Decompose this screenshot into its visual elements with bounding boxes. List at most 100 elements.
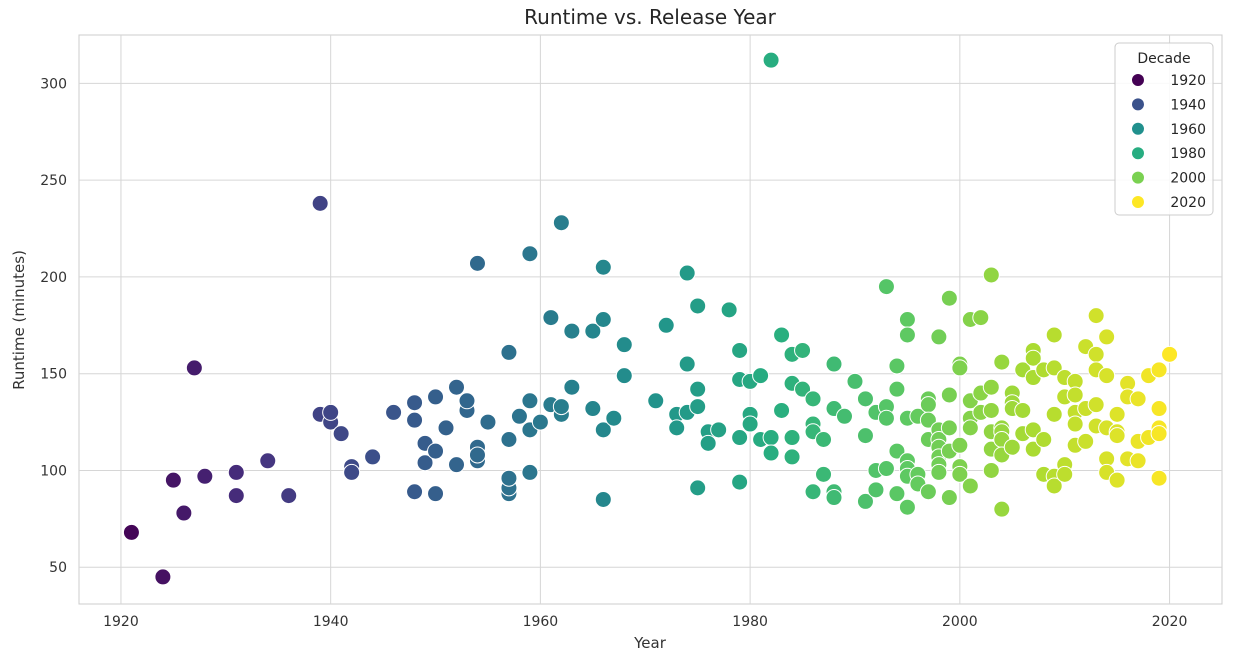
data-point <box>993 500 1011 518</box>
legend: Decade 1920 1940 1960 1980 2000 2020 <box>1114 42 1214 216</box>
data-point <box>982 266 1000 284</box>
data-point <box>898 498 916 516</box>
data-point <box>877 460 895 478</box>
data-point <box>940 419 958 437</box>
legend-title: Decade <box>1137 51 1190 67</box>
data-point <box>542 309 560 327</box>
data-point <box>437 419 455 437</box>
data-point <box>961 419 979 437</box>
data-point <box>720 301 738 319</box>
data-point <box>427 388 445 406</box>
legend-label: 1940 <box>1170 97 1206 113</box>
data-point <box>521 245 539 263</box>
data-point <box>322 403 340 421</box>
x-tick-label: 2000 <box>942 614 978 630</box>
data-point <box>615 367 633 385</box>
data-point <box>385 403 403 421</box>
data-point <box>951 436 969 454</box>
data-point <box>867 481 885 499</box>
data-point <box>479 413 497 431</box>
data-points <box>122 51 1179 586</box>
data-point <box>343 463 361 481</box>
data-point <box>689 398 707 416</box>
data-point <box>898 311 916 328</box>
data-point <box>1098 328 1116 346</box>
data-point <box>406 483 424 501</box>
data-point <box>563 322 581 340</box>
data-point <box>594 258 612 276</box>
data-point <box>930 463 948 481</box>
data-point <box>825 355 843 373</box>
legend-marker <box>1131 195 1145 209</box>
data-point <box>615 336 633 354</box>
data-point <box>762 444 780 462</box>
data-point <box>227 463 245 481</box>
x-axis-label: Year <box>633 634 667 652</box>
data-point <box>196 467 214 485</box>
data-point <box>689 479 707 497</box>
data-point <box>227 487 245 505</box>
data-point <box>406 411 424 429</box>
data-point <box>1108 471 1126 489</box>
data-point <box>773 326 791 344</box>
data-point <box>731 341 749 359</box>
data-point <box>1087 307 1105 325</box>
data-point <box>741 415 759 433</box>
legend-label: 2020 <box>1170 195 1206 211</box>
data-point <box>552 214 570 232</box>
data-point <box>1098 367 1116 385</box>
legend-label: 2000 <box>1170 171 1206 187</box>
data-point <box>521 392 539 410</box>
legend-label: 1980 <box>1170 146 1206 162</box>
data-point <box>1150 425 1168 443</box>
data-point <box>678 355 696 373</box>
data-point <box>406 394 424 412</box>
data-point <box>888 380 906 398</box>
legend-marker <box>1131 73 1145 87</box>
data-point <box>332 425 350 443</box>
data-point <box>468 446 486 464</box>
data-point <box>993 353 1011 371</box>
data-point <box>1129 452 1147 470</box>
data-point <box>919 396 937 414</box>
legend-marker <box>1131 121 1145 136</box>
data-point <box>773 401 791 419</box>
data-point <box>311 194 329 212</box>
data-point <box>500 469 518 487</box>
data-point <box>364 448 382 466</box>
data-point <box>972 309 990 327</box>
data-point <box>856 492 874 510</box>
data-point <box>594 490 612 508</box>
data-point <box>1161 345 1179 363</box>
data-point <box>427 485 445 503</box>
x-tick-label: 2020 <box>1152 614 1188 630</box>
data-point <box>594 421 612 439</box>
data-point <box>835 407 853 425</box>
data-point <box>448 378 466 396</box>
data-point <box>825 489 843 507</box>
data-point <box>856 390 874 408</box>
data-point <box>1056 465 1074 483</box>
x-tick-label: 1960 <box>523 614 559 630</box>
data-point <box>1087 345 1105 363</box>
data-point <box>689 380 707 398</box>
data-point <box>657 316 675 334</box>
data-point <box>1150 361 1168 379</box>
data-point <box>815 430 833 448</box>
data-point <box>877 409 895 427</box>
data-point <box>898 326 916 344</box>
data-point <box>122 523 140 541</box>
data-point <box>815 465 833 483</box>
data-point <box>1045 477 1063 495</box>
data-point <box>940 489 958 507</box>
y-tick-label: 150 <box>40 367 67 383</box>
legend-entries: 1920 1940 1960 1980 2000 2020 <box>1131 73 1206 211</box>
data-point <box>919 483 937 501</box>
data-point <box>856 427 874 445</box>
y-tick-label: 200 <box>40 270 67 286</box>
data-point <box>919 411 937 429</box>
data-point <box>175 504 193 522</box>
chart-title: Runtime vs. Release Year <box>524 5 776 29</box>
data-point <box>1045 405 1063 423</box>
